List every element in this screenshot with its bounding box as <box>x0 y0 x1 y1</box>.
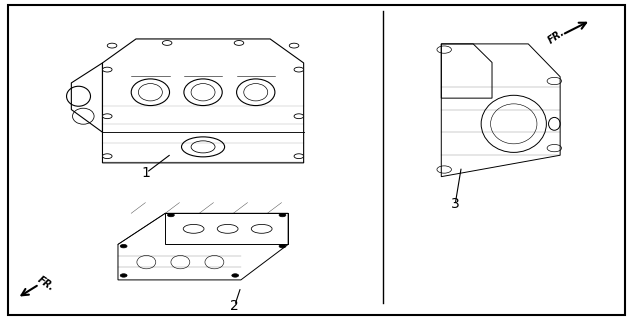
Circle shape <box>107 43 117 48</box>
Circle shape <box>120 274 127 277</box>
Circle shape <box>294 67 304 72</box>
Text: 3: 3 <box>451 197 460 212</box>
Circle shape <box>234 41 244 45</box>
Circle shape <box>168 213 174 217</box>
Circle shape <box>294 114 304 119</box>
Circle shape <box>103 154 112 159</box>
Circle shape <box>162 41 172 45</box>
Circle shape <box>289 43 299 48</box>
Text: FR.: FR. <box>546 27 567 45</box>
Circle shape <box>103 67 112 72</box>
Text: 1: 1 <box>142 166 151 180</box>
Circle shape <box>279 213 286 217</box>
Circle shape <box>103 114 112 119</box>
Text: 2: 2 <box>230 299 239 313</box>
Circle shape <box>232 274 239 277</box>
Circle shape <box>279 244 286 248</box>
Circle shape <box>294 154 304 159</box>
Text: FR.: FR. <box>35 275 56 293</box>
Circle shape <box>120 244 127 248</box>
